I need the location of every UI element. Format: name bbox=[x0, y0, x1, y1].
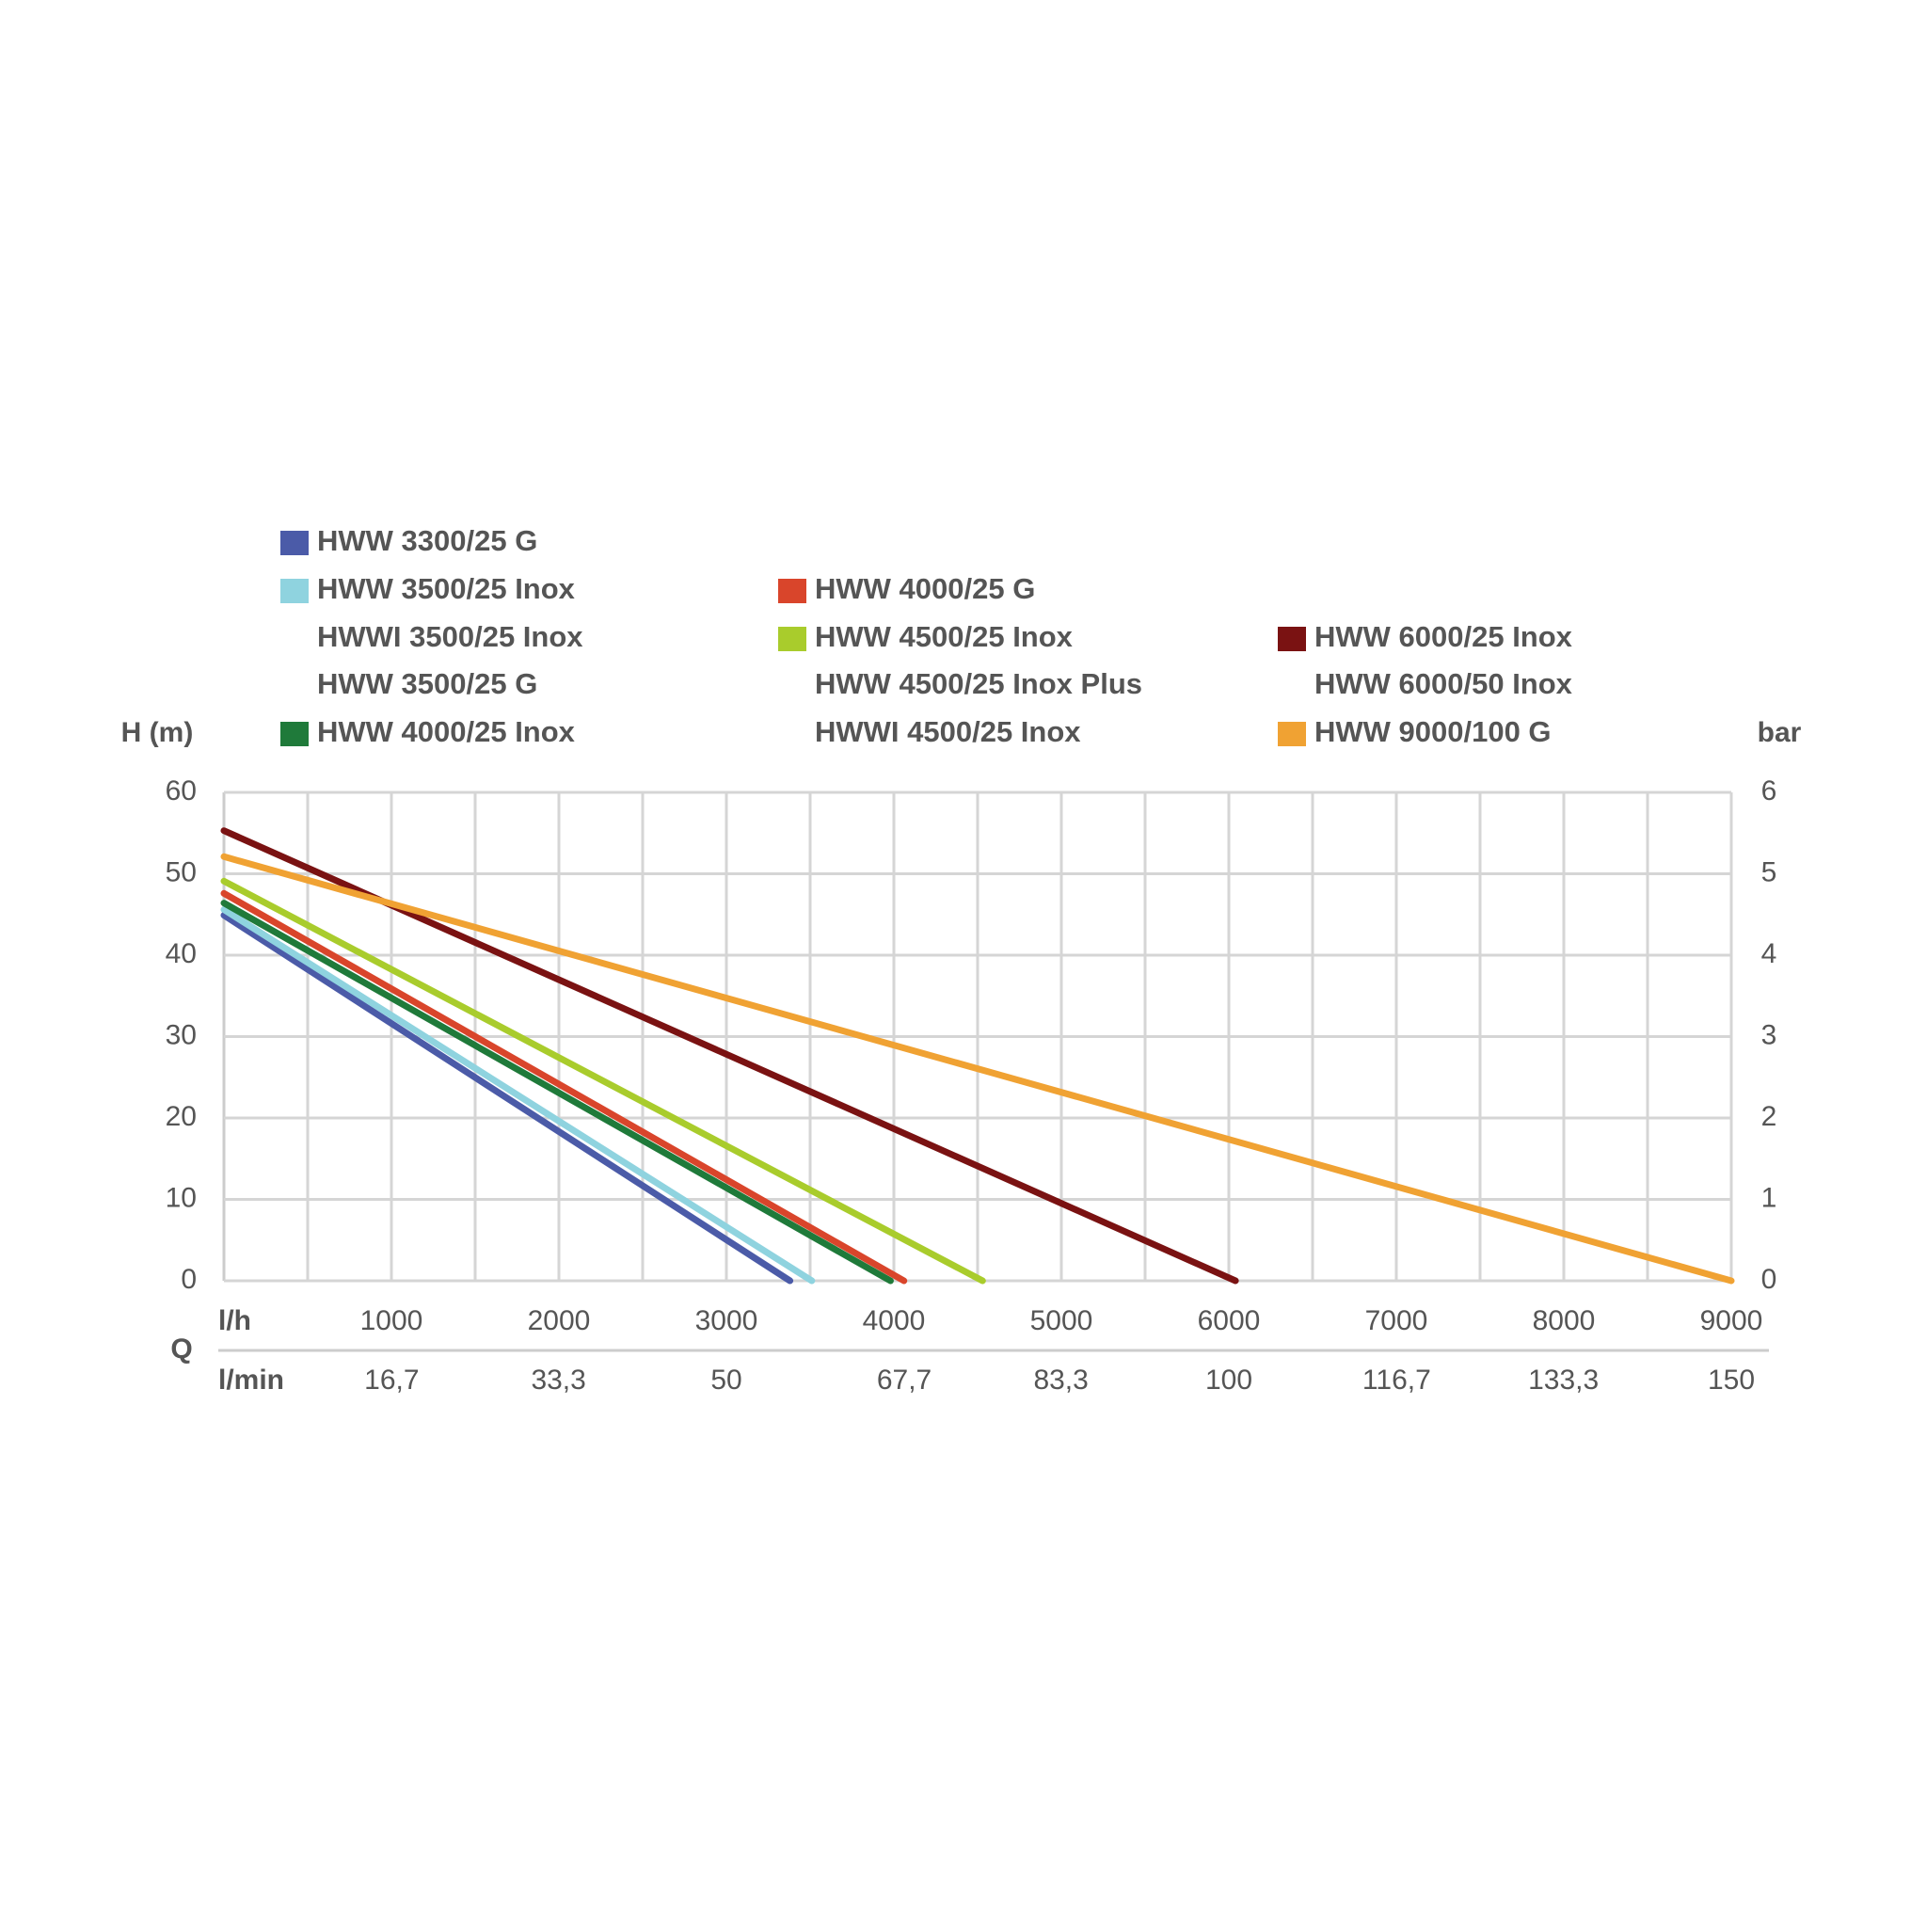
legend-swatch bbox=[1278, 627, 1306, 651]
y-tick-label: 0 bbox=[181, 1264, 197, 1295]
x2-tick-label: 33,3 bbox=[531, 1365, 585, 1396]
x-tick-label: 5000 bbox=[1030, 1305, 1093, 1336]
x-tick-label: 2000 bbox=[528, 1305, 591, 1336]
x2-tick-label: 50 bbox=[710, 1365, 741, 1396]
x2-tick-label: 67,7 bbox=[877, 1365, 932, 1396]
x-unit-label: l/h bbox=[218, 1305, 251, 1336]
legend-swatch bbox=[280, 531, 309, 555]
x2-tick-label: 133,3 bbox=[1528, 1365, 1599, 1396]
legend-swatch bbox=[1278, 722, 1306, 746]
legend-label: HWW 4000/25 G bbox=[815, 572, 1035, 605]
series-line bbox=[220, 877, 986, 1285]
legend-label: HWWI 4500/25 Inox bbox=[815, 715, 1081, 748]
x-tick-label: 7000 bbox=[1365, 1305, 1428, 1336]
legend-label: HWW 9000/100 G bbox=[1314, 715, 1552, 748]
y2-tick-label: 4 bbox=[1761, 938, 1777, 969]
x2-tick-label: 16,7 bbox=[364, 1365, 419, 1396]
y2-tick-label: 5 bbox=[1761, 856, 1777, 887]
series-line bbox=[220, 912, 794, 1285]
legend-label: HWWI 3500/25 Inox bbox=[317, 620, 583, 653]
series-line bbox=[220, 900, 894, 1285]
legend-label: HWW 4500/25 Inox bbox=[815, 620, 1074, 653]
y2-tick-label: 0 bbox=[1761, 1264, 1777, 1295]
legend-swatch bbox=[280, 722, 309, 746]
y-axis-label: H (m) bbox=[121, 717, 194, 748]
legend-label: HWW 3500/25 Inox bbox=[317, 572, 576, 605]
legend-label: HWW 4500/25 Inox Plus bbox=[815, 667, 1142, 700]
y-tick-label: 60 bbox=[166, 775, 197, 806]
y-tick-label: 40 bbox=[166, 938, 197, 969]
x-axis-label: Q bbox=[170, 1333, 192, 1365]
legend-label: HWW 3500/25 G bbox=[317, 667, 537, 700]
y2-tick-label: 6 bbox=[1761, 775, 1777, 806]
y2-tick-label: 2 bbox=[1761, 1101, 1777, 1132]
x-tick-label: 4000 bbox=[863, 1305, 926, 1336]
x2-tick-label: 150 bbox=[1708, 1365, 1755, 1396]
y2-axis-label: bar bbox=[1758, 717, 1802, 748]
x-tick-label: 3000 bbox=[695, 1305, 758, 1336]
x2-tick-label: 100 bbox=[1205, 1365, 1252, 1396]
y-tick-label: 20 bbox=[166, 1101, 197, 1132]
legend-label: HWW 6000/50 Inox bbox=[1314, 667, 1573, 700]
x2-tick-label: 83,3 bbox=[1033, 1365, 1088, 1396]
x-tick-label: 8000 bbox=[1533, 1305, 1596, 1336]
y2-tick-label: 3 bbox=[1761, 1019, 1777, 1050]
y2-tick-label: 1 bbox=[1761, 1182, 1777, 1213]
series-line bbox=[220, 853, 1735, 1285]
series-line bbox=[220, 906, 816, 1285]
legend-label: HWW 3300/25 G bbox=[317, 524, 537, 557]
legend-swatch bbox=[280, 579, 309, 603]
x-tick-label: 1000 bbox=[360, 1305, 423, 1336]
legend-label: HWW 6000/25 Inox bbox=[1314, 620, 1573, 653]
y-tick-label: 30 bbox=[166, 1019, 197, 1050]
x2-unit-label: l/min bbox=[218, 1365, 284, 1396]
legend-swatch bbox=[778, 579, 806, 603]
x-tick-label: 6000 bbox=[1198, 1305, 1261, 1336]
x-tick-label: 9000 bbox=[1700, 1305, 1763, 1336]
legend-swatch bbox=[778, 627, 806, 651]
series-line bbox=[220, 889, 908, 1285]
y-tick-label: 50 bbox=[166, 856, 197, 887]
legend-label: HWW 4000/25 Inox bbox=[317, 715, 576, 748]
x2-tick-label: 116,7 bbox=[1362, 1365, 1431, 1396]
y-tick-label: 10 bbox=[166, 1182, 197, 1213]
